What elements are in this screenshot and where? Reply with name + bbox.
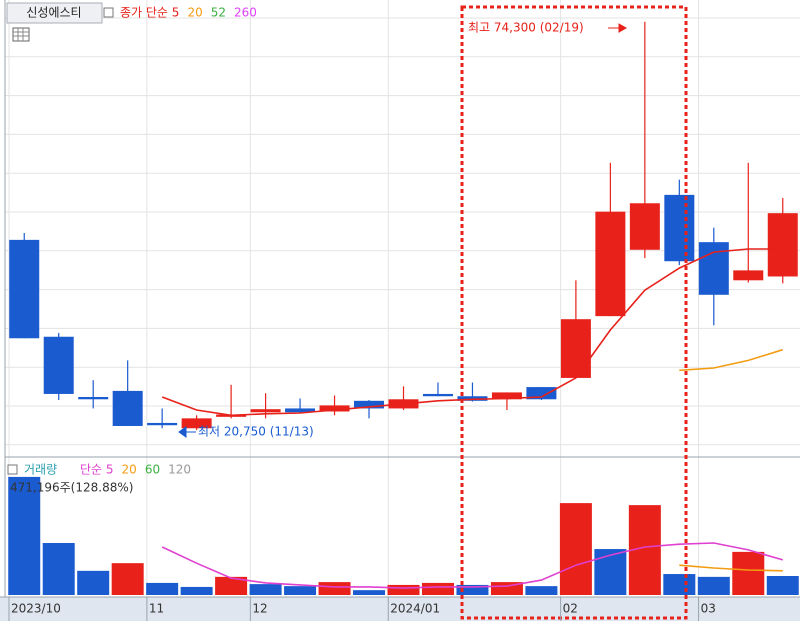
x-tick-label: 2024/01 <box>390 602 440 616</box>
x-tick-label: 11 <box>149 602 164 616</box>
legend-entry: 52 <box>211 6 226 20</box>
low-annotation: 최저 20,750 (11/13) <box>198 425 314 439</box>
x-tick-label: 02 <box>563 602 578 616</box>
stock-name[interactable]: 신성에스티 <box>26 6 81 20</box>
volume-bar <box>594 549 627 595</box>
low-arrow <box>178 426 196 438</box>
candle-body <box>147 422 178 426</box>
legend-entry: 120 <box>168 463 191 477</box>
candle-body <box>43 336 74 394</box>
volume-average-line <box>679 564 783 572</box>
candle-body <box>250 409 281 413</box>
legend-entry: 20 <box>187 6 202 20</box>
candle-body <box>112 390 143 426</box>
volume-legend: 단순 5 20 60 120 <box>80 463 191 477</box>
table-icon-lines <box>13 28 29 41</box>
volume-title: 거래량 <box>24 463 57 477</box>
volume-bar <box>766 576 799 595</box>
volume-bar <box>456 584 489 595</box>
legend-entry: 종가 단순 5 <box>120 6 179 20</box>
candle-body <box>491 392 522 400</box>
volume-bar <box>146 582 179 595</box>
table-icon[interactable] <box>12 27 30 42</box>
highlight-box <box>460 5 688 620</box>
volume-bar <box>353 590 386 595</box>
moving-average-line <box>161 248 783 417</box>
candle-body <box>526 387 557 400</box>
legend-entry: 60 <box>145 463 160 477</box>
x-tick-label: 03 <box>701 602 716 616</box>
candle-body <box>767 213 798 277</box>
candle-body <box>422 393 453 397</box>
volume-bar <box>284 586 317 595</box>
candle-body <box>354 400 385 409</box>
volume-bar <box>215 576 248 595</box>
candle-body <box>629 203 660 250</box>
checkbox[interactable] <box>7 464 18 475</box>
volume-bar <box>318 582 351 595</box>
volume-bar <box>663 574 696 595</box>
volume-bar <box>732 551 765 595</box>
volume-average-line <box>161 542 784 589</box>
candle-body <box>733 270 764 281</box>
volume-bar <box>559 503 592 595</box>
volume-bar <box>421 582 454 595</box>
volume-info: 471,196주(128.88%) <box>10 481 133 495</box>
volume-bar <box>387 584 420 595</box>
legend-entry: 260 <box>234 6 257 20</box>
high-arrow <box>608 23 628 33</box>
x-tick-label: 2023/10 <box>11 602 61 616</box>
price-legend: 종가 단순 5 20 52 260 <box>120 6 257 20</box>
legend-entry: 단순 5 <box>80 463 114 477</box>
volume-bar <box>42 543 75 595</box>
volume-bar <box>180 586 213 595</box>
candle-body <box>9 239 40 339</box>
moving-average-line <box>679 348 784 372</box>
candle-body <box>595 211 626 317</box>
candle-body <box>181 418 212 429</box>
high-annotation: 최고 74,300 (02/19) <box>468 21 584 35</box>
candle-body <box>319 405 350 412</box>
volume-bar <box>111 563 144 595</box>
candle-body <box>664 194 695 262</box>
candle-body <box>285 408 316 413</box>
volume-bar <box>525 586 558 595</box>
stock-button[interactable] <box>6 2 103 24</box>
legend-entry: 20 <box>122 463 137 477</box>
volume-bar <box>697 576 730 595</box>
volume-bar <box>77 570 110 595</box>
volume-bar <box>249 584 282 595</box>
candle-body <box>78 396 109 400</box>
x-tick-label: 12 <box>252 602 267 616</box>
volume-bar <box>8 476 41 595</box>
candle-body <box>560 319 591 378</box>
candle-body <box>698 242 729 295</box>
marks <box>8 21 799 595</box>
checkbox[interactable] <box>103 7 114 18</box>
